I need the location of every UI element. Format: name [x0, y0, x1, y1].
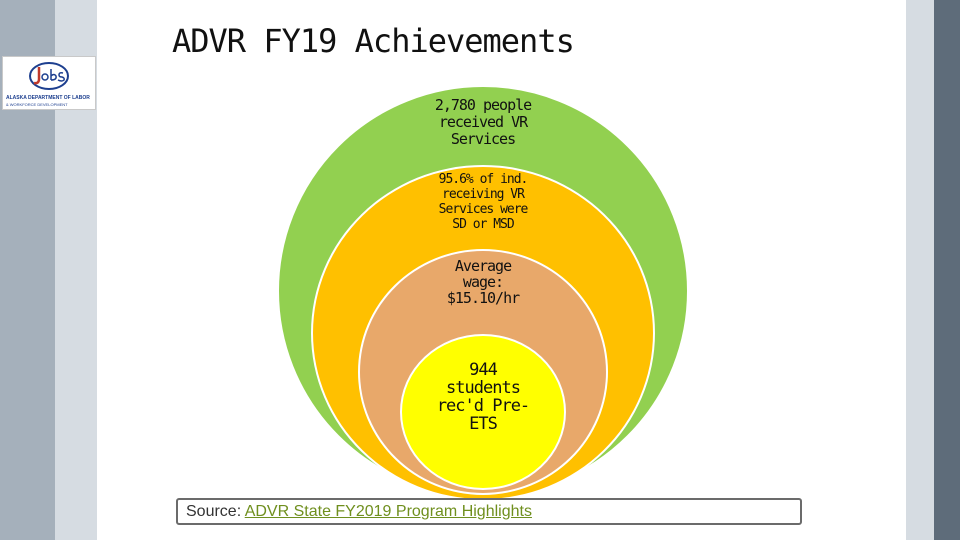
source-box: Source: ADVR State FY2019 Program Highli… — [176, 498, 802, 525]
text-line: ETS — [469, 414, 498, 434]
right-sidebar-band — [934, 0, 960, 540]
text-line: Services — [450, 130, 516, 148]
circle-vr-services-text: 2,780 people received VR Services — [403, 97, 563, 148]
slide-title: ADVR FY19 Achievements — [172, 22, 575, 60]
text-line: 95.6% of ind. — [438, 172, 529, 187]
text-line: receiving VR — [442, 187, 525, 202]
text-line: students — [446, 378, 521, 398]
circle-pre-ets-text: 944 students rec'd Pre- ETS — [423, 361, 543, 433]
source-prefix: Source: — [186, 503, 245, 520]
text-line: Average — [454, 257, 512, 275]
right-sidebar-band-light — [906, 0, 934, 540]
logo-text-line1: ALASKA DEPARTMENT OF LABOR — [6, 95, 90, 101]
text-line: 2,780 people — [434, 96, 532, 114]
logo-text-line2: & WORKFORCE DEVELOPMENT — [6, 102, 68, 107]
circle-average-wage-text: Average wage: $15.10/hr — [423, 258, 543, 306]
jobs-logo: ALASKA DEPARTMENT OF LABOR & WORKFORCE D… — [2, 56, 96, 110]
text-line: 944 — [469, 360, 498, 380]
text-line: received VR — [438, 113, 528, 131]
text-line: Services were — [438, 202, 529, 217]
text-line: rec'd Pre- — [436, 396, 530, 416]
text-line: SD or MSD — [452, 217, 514, 232]
alaska-jobs-logo-icon — [29, 62, 69, 90]
source-link[interactable]: ADVR State FY2019 Program Highlights — [244, 503, 532, 520]
text-line: wage: — [462, 273, 504, 291]
circle-sd-msd-text: 95.6% of ind. receiving VR Services were… — [403, 172, 563, 232]
circle-pre-ets — [400, 334, 566, 490]
text-line: $15.10/hr — [446, 289, 520, 307]
